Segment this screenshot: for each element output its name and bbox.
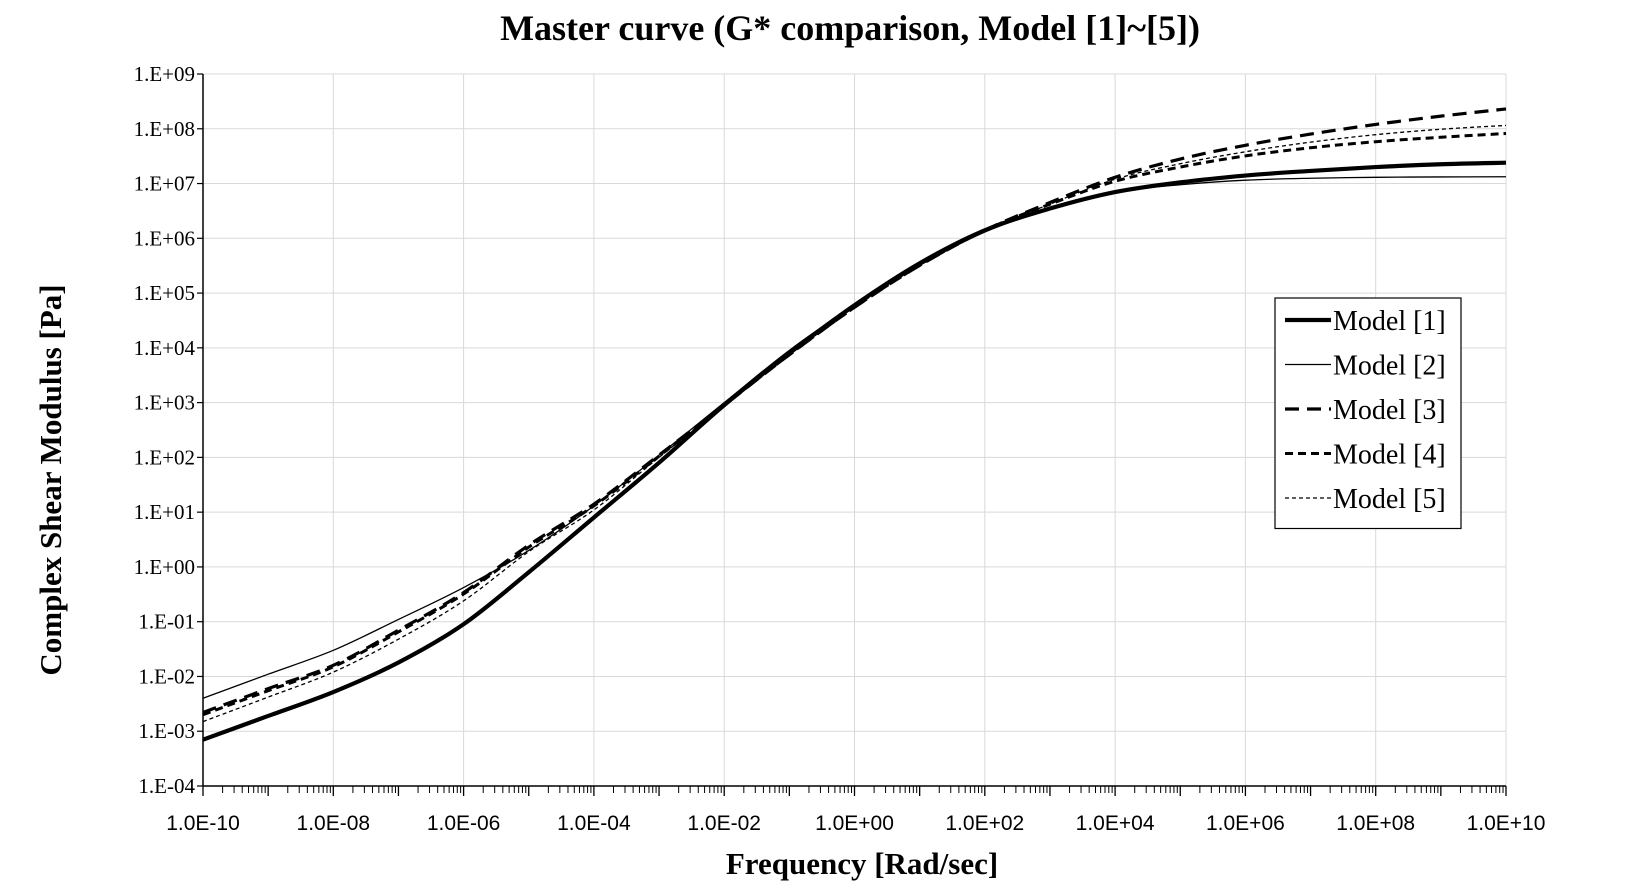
y-tick-label: 1.E-02 bbox=[138, 664, 195, 688]
legend-box bbox=[1274, 297, 1462, 530]
x-tick-label: 1.0E+08 bbox=[1336, 812, 1415, 835]
series-line-model-2 bbox=[202, 176, 1507, 699]
axis-layer: 1.E-04 1.E-03 1.E-02 1.E-01 1.E+00 1.E+01 1.E+… bbox=[134, 62, 1546, 835]
y-tick-label: 1.E-04 bbox=[138, 774, 195, 798]
legend: Model [1] Model [2] Model [3] Model [4] Mode… bbox=[1274, 297, 1462, 530]
y-tick-label: 1.E+07 bbox=[134, 172, 195, 196]
x-tick-label: 1.0E+04 bbox=[1076, 812, 1155, 835]
x-tick-label: 1.0E-08 bbox=[297, 812, 371, 835]
y-tick-label: 1.E+02 bbox=[134, 445, 195, 469]
x-tick-label: 1.0E-04 bbox=[557, 812, 631, 835]
y-tick-label: 1.E+04 bbox=[134, 336, 196, 360]
x-tick-label: 1.0E-02 bbox=[687, 812, 761, 835]
chart-title: Master curve (G* comparison, Model [1]~[… bbox=[500, 8, 1200, 48]
y-tick-label: 1.E+03 bbox=[134, 391, 195, 415]
series-line-model-3 bbox=[202, 107, 1507, 714]
y-tick-label: 1.E+01 bbox=[134, 500, 195, 524]
x-tick-label: 1.0E+10 bbox=[1467, 812, 1546, 835]
series-line-model-5 bbox=[202, 124, 1507, 723]
legend-label-model-2: Model [2] bbox=[1333, 351, 1446, 382]
y-tick-label: 1.E+09 bbox=[134, 62, 195, 86]
x-tick-label: 1.0E-06 bbox=[427, 812, 501, 835]
x-axis-title: Frequency [Rad/sec] bbox=[726, 846, 998, 881]
y-tick-label: 1.E+05 bbox=[134, 281, 195, 305]
y-tick-label: 1.E+00 bbox=[134, 555, 195, 579]
y-axis-title: Complex Shear Modulus [Pa] bbox=[33, 284, 68, 675]
legend-label-model-3: Model [3] bbox=[1333, 395, 1446, 426]
x-tick-label: 1.0E-10 bbox=[166, 812, 240, 835]
series-layer bbox=[202, 107, 1507, 742]
y-tick-label: 1.E+06 bbox=[134, 226, 195, 250]
y-tick-label: 1.E-01 bbox=[138, 610, 195, 634]
legend-label-model-1: Model [1] bbox=[1333, 306, 1446, 337]
y-tick-label: 1.E+08 bbox=[134, 117, 195, 141]
x-tick-label: 1.0E+00 bbox=[815, 812, 894, 835]
x-tick-label: 1.0E+02 bbox=[945, 812, 1024, 835]
legend-label-model-4: Model [4] bbox=[1333, 440, 1446, 471]
legend-label-model-5: Model [5] bbox=[1333, 484, 1446, 515]
y-tick-label: 1.E-03 bbox=[138, 719, 195, 743]
x-tick-label: 1.0E+06 bbox=[1206, 812, 1285, 835]
